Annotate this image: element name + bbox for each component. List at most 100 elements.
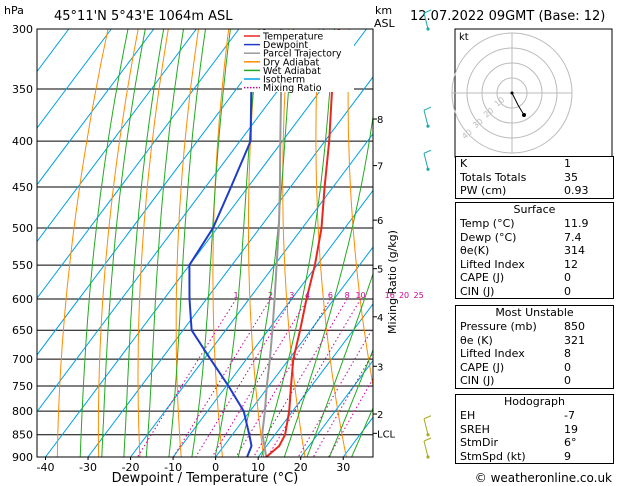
- location-title: 45°11'N 5°43'E 1064m ASL: [54, 9, 233, 24]
- mixing-ratio-label: 16: [385, 291, 395, 300]
- pressure-tick-label: 800: [12, 405, 33, 418]
- pressure-tick-label: 850: [12, 429, 33, 442]
- hodograph-trace: [511, 92, 525, 116]
- mixing-ratio-line: [235, 298, 331, 457]
- isotherm-line: [37, 29, 70, 73]
- dry-adiabat: [137, 29, 169, 457]
- isotherm-line: [37, 29, 112, 129]
- mixing-ratio-label: 10: [355, 291, 365, 300]
- row-label: StmDir: [460, 436, 499, 449]
- wind-barb: [423, 440, 429, 458]
- skewt-plot: 1 2 3 4 6 8 10 16 20 2530035040045050055060065070…: [12, 9, 432, 474]
- temperature-line: [265, 29, 340, 457]
- table-row: θe (K) 321: [456, 334, 613, 348]
- mixing-ratio-label: 3: [289, 291, 294, 300]
- mixing-ratio-axis-label: Mixing Ratio (g/kg): [386, 230, 399, 334]
- wind-barb: [423, 418, 429, 435]
- height-tick-label: LCL: [377, 429, 396, 440]
- row-label: θe(K): [460, 244, 490, 257]
- wind-barb-flag: [423, 415, 432, 420]
- table-row: Pressure (mb) 850: [456, 320, 613, 334]
- table-row: StmDir 6°: [456, 436, 613, 450]
- row-value: 7.4: [564, 230, 582, 244]
- temperature-tick-label: -20: [122, 461, 140, 474]
- legend-entry: Wet Adiabat: [263, 66, 321, 77]
- pressure-tick-label: 650: [12, 324, 33, 337]
- row-label: Lifted Index: [460, 347, 525, 360]
- row-value: 314: [564, 244, 585, 257]
- mixing-ratio-line: [172, 298, 271, 457]
- most-unstable-title: Most Unstable: [495, 306, 574, 319]
- height-tick-label: 2: [377, 410, 383, 421]
- temperature-tick-label: 0: [212, 461, 219, 474]
- dry-adiabat: [97, 29, 139, 457]
- row-value: 12: [564, 257, 578, 271]
- mixing-ratio-line: [328, 377, 373, 457]
- table-row: Lifted Index 8: [456, 347, 613, 361]
- plot-area: [37, 29, 373, 457]
- row-label: CIN (J): [460, 284, 495, 298]
- row-label: CIN (J): [460, 374, 495, 387]
- mixing-ratio-line: [253, 298, 348, 457]
- mixing-ratio-label: 2: [268, 291, 273, 300]
- hodograph-table-box: Hodograph EH -7 SREH 19 StmDir 6° StmSpd (kt) 9: [455, 394, 614, 464]
- pressure-tick-label: 900: [12, 451, 33, 464]
- legend-entry: Temperature: [262, 32, 323, 43]
- row-value: 8: [564, 347, 571, 360]
- row-label: Pressure (mb): [460, 320, 537, 333]
- wind-barb-flag: [423, 149, 432, 154]
- mixing-ratio-line: [211, 298, 308, 457]
- mixing-ratio-label: 6: [328, 291, 333, 300]
- table-row: CIN (J) 0: [456, 285, 613, 299]
- table-row: EH -7: [456, 409, 613, 423]
- isotherm-line: [37, 29, 155, 186]
- temperature-tick-label: -10: [164, 461, 182, 474]
- surface-title: Surface: [513, 203, 556, 216]
- isotherm-line: [215, 246, 373, 457]
- row-label: PW (cm): [460, 184, 507, 197]
- wind-barbs: [423, 9, 432, 459]
- pressure-tick-label: 500: [12, 222, 33, 235]
- height-tick-label: 5: [377, 265, 383, 276]
- isotherm-line: [37, 29, 240, 300]
- legend-entry: Mixing Ratio: [263, 83, 322, 94]
- isotherm-line: [257, 303, 373, 457]
- row-label: Temp (°C): [460, 217, 515, 230]
- row-value: 0: [564, 284, 571, 298]
- wet-adiabat: [168, 29, 206, 457]
- table-row: Totals Totals 35: [456, 171, 613, 185]
- dry-adiabat: [212, 29, 230, 457]
- row-value: 1: [564, 157, 571, 170]
- wind-barb-flag: [423, 106, 432, 111]
- row-value: -7: [564, 409, 575, 422]
- pressure-tick-label: 750: [12, 380, 33, 393]
- legend-background: [242, 30, 354, 92]
- row-value: 321: [564, 333, 585, 347]
- wet-adiabat: [283, 112, 373, 457]
- datetime-title: 12.07.2022 09GMT (Base: 12): [410, 9, 605, 24]
- wet-adiabat: [260, 29, 336, 457]
- temperature-tick-label: 30: [336, 461, 350, 474]
- row-value: 19: [564, 422, 578, 436]
- wet-adiabat: [306, 272, 373, 457]
- dry-adiabat: [315, 29, 347, 457]
- table-row: θe(K) 314: [456, 244, 613, 258]
- row-value: 0.93: [564, 184, 589, 197]
- row-label: Lifted Index: [460, 257, 525, 271]
- wet-adiabat: [351, 406, 373, 457]
- row-value: 9: [564, 449, 571, 463]
- row-value: 850: [564, 320, 585, 333]
- indices-box: K 1 Totals Totals 35 PW (cm) 0.93: [455, 156, 614, 199]
- mixing-ratio-label: 4: [305, 291, 310, 300]
- wet-adiabat: [101, 29, 146, 457]
- height-tick-label: 7: [377, 162, 383, 173]
- isotherm-line: [37, 29, 325, 413]
- pressure-tick-label: 350: [12, 83, 33, 96]
- wind-barb-flag: [423, 9, 432, 14]
- height-tick-label: 3: [377, 362, 383, 373]
- row-label: θe (K): [460, 333, 493, 347]
- row-label: SREH: [460, 422, 490, 436]
- temperature-tick-label: -40: [37, 461, 55, 474]
